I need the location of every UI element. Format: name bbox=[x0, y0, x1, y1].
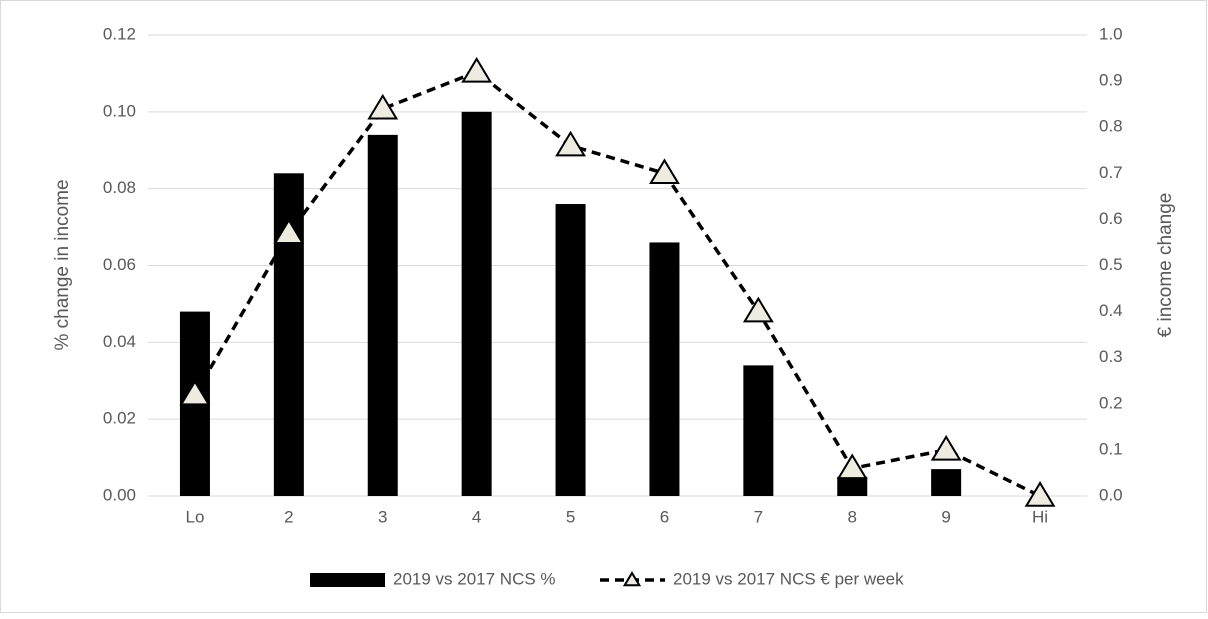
x-tick-label: 6 bbox=[660, 507, 669, 526]
legend-swatch bbox=[310, 573, 385, 587]
legend-label: 2019 vs 2017 NCS % bbox=[393, 569, 556, 588]
bar bbox=[837, 476, 868, 496]
x-tick-label: 7 bbox=[754, 507, 763, 526]
y-axis-title: % change in income bbox=[52, 179, 73, 350]
line-marker bbox=[1024, 481, 1056, 507]
bar bbox=[555, 204, 586, 497]
legend-marker bbox=[622, 571, 642, 587]
x-tick-label: Lo bbox=[185, 507, 204, 526]
line-marker bbox=[930, 434, 962, 461]
y-tick-label: 0.04 bbox=[103, 332, 136, 351]
x-tick-label: 2 bbox=[284, 507, 293, 526]
y2-tick-label: 0.8 bbox=[1099, 117, 1123, 136]
line-marker bbox=[742, 296, 774, 323]
y-tick-label: 0.06 bbox=[103, 255, 136, 274]
y2-tick-label: 0.1 bbox=[1099, 439, 1123, 458]
y2-tick-label: 0.2 bbox=[1099, 393, 1123, 412]
bar bbox=[367, 134, 398, 496]
x-tick-label: 9 bbox=[941, 507, 950, 526]
y2-tick-label: 0.5 bbox=[1099, 255, 1123, 274]
x-tick-label: 4 bbox=[472, 507, 481, 526]
bar bbox=[649, 242, 680, 496]
line-marker bbox=[461, 56, 493, 83]
y2-tick-label: 0.7 bbox=[1099, 163, 1123, 182]
bar bbox=[931, 469, 962, 496]
line-marker bbox=[367, 93, 399, 120]
y2-tick-label: 0.9 bbox=[1099, 71, 1123, 90]
y2-tick-label: 0.6 bbox=[1099, 209, 1123, 228]
line-marker bbox=[273, 218, 305, 244]
y2-axis-title: € income change bbox=[1155, 193, 1176, 338]
x-tick-label: Hi bbox=[1032, 507, 1048, 526]
x-tick-label: 8 bbox=[848, 507, 857, 526]
x-tick-label: 5 bbox=[566, 507, 575, 526]
line bbox=[193, 69, 1041, 498]
y-tick-label: 0.02 bbox=[103, 409, 136, 428]
legend-label: 2019 vs 2017 NCS € per week bbox=[673, 569, 904, 588]
y2-tick-label: 0.4 bbox=[1099, 301, 1123, 320]
y-tick-label: 0.12 bbox=[103, 24, 136, 43]
y2-tick-label: 0.3 bbox=[1099, 347, 1123, 366]
line-marker bbox=[836, 453, 868, 480]
y2-tick-label: 1.0 bbox=[1099, 24, 1123, 43]
y-tick-label: 0.00 bbox=[103, 485, 136, 504]
y-tick-label: 0.10 bbox=[103, 101, 136, 120]
line-marker bbox=[649, 158, 680, 185]
bar bbox=[461, 111, 492, 496]
y2-tick-label: 0.0 bbox=[1099, 485, 1123, 504]
bar bbox=[743, 365, 774, 496]
y-tick-label: 0.08 bbox=[103, 178, 136, 197]
x-tick-label: 3 bbox=[378, 507, 387, 526]
line-marker bbox=[179, 379, 211, 406]
line-marker bbox=[555, 130, 586, 157]
